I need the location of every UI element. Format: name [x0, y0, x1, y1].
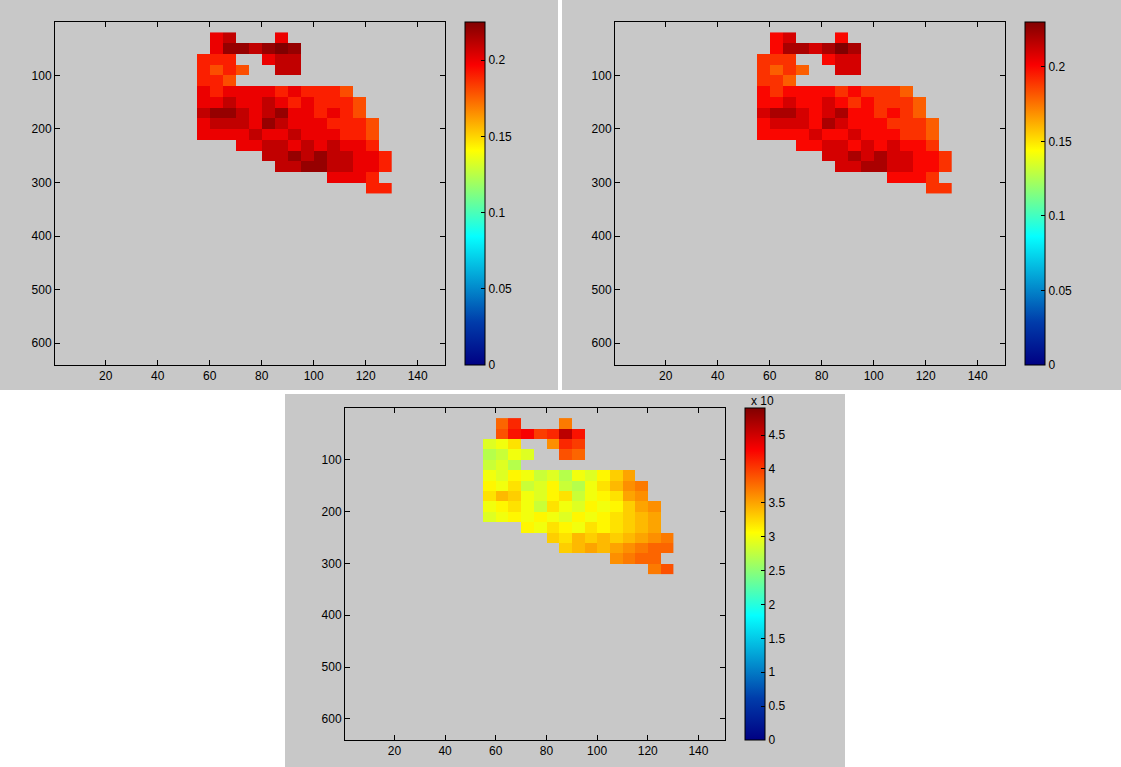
svg-text:4.5: 4.5 [768, 428, 785, 442]
svg-text:120: 120 [638, 744, 658, 758]
svg-text:400: 400 [592, 229, 612, 243]
svg-text:60: 60 [489, 744, 503, 758]
svg-text:100: 100 [32, 69, 52, 83]
svg-text:100: 100 [304, 369, 324, 383]
svg-text:x 10: x 10 [751, 394, 774, 408]
svg-text:140: 140 [408, 369, 428, 383]
svg-text:80: 80 [540, 744, 554, 758]
svg-text:400: 400 [32, 229, 52, 243]
svg-text:2: 2 [768, 598, 775, 612]
svg-text:500: 500 [32, 283, 52, 297]
svg-text:500: 500 [322, 660, 342, 674]
svg-text:0.15: 0.15 [1048, 135, 1072, 149]
svg-text:40: 40 [438, 744, 452, 758]
svg-text:120: 120 [916, 369, 936, 383]
svg-text:2.5: 2.5 [768, 564, 785, 578]
svg-text:100: 100 [587, 744, 607, 758]
svg-text:4: 4 [768, 462, 775, 476]
svg-text:0.1: 0.1 [488, 206, 505, 220]
svg-text:140: 140 [688, 744, 708, 758]
svg-text:20: 20 [659, 369, 673, 383]
svg-text:600: 600 [592, 336, 612, 350]
svg-text:200: 200 [322, 505, 342, 519]
svg-text:20: 20 [388, 744, 402, 758]
svg-text:40: 40 [711, 369, 725, 383]
svg-text:60: 60 [203, 369, 217, 383]
svg-text:0: 0 [1048, 358, 1055, 372]
svg-text:0: 0 [488, 358, 495, 372]
svg-text:0.05: 0.05 [488, 282, 512, 296]
svg-text:1.5: 1.5 [768, 632, 785, 646]
svg-text:0.05: 0.05 [1048, 284, 1072, 298]
svg-text:500: 500 [592, 283, 612, 297]
svg-text:80: 80 [255, 369, 269, 383]
svg-text:0.5: 0.5 [768, 699, 785, 713]
svg-text:600: 600 [32, 336, 52, 350]
svg-text:600: 600 [322, 712, 342, 726]
svg-text:140: 140 [968, 369, 988, 383]
svg-text:300: 300 [322, 557, 342, 571]
svg-text:400: 400 [322, 608, 342, 622]
svg-text:0.1: 0.1 [1048, 209, 1065, 223]
svg-text:300: 300 [592, 176, 612, 190]
svg-text:300: 300 [32, 176, 52, 190]
svg-text:20: 20 [99, 369, 113, 383]
svg-text:0.2: 0.2 [1048, 60, 1065, 74]
svg-text:60: 60 [763, 369, 777, 383]
svg-text:40: 40 [151, 369, 165, 383]
svg-text:120: 120 [356, 369, 376, 383]
svg-text:100: 100 [592, 69, 612, 83]
svg-text:3: 3 [768, 530, 775, 544]
svg-text:1: 1 [768, 665, 775, 679]
svg-text:0.15: 0.15 [488, 130, 512, 144]
svg-text:80: 80 [815, 369, 829, 383]
svg-text:100: 100 [322, 453, 342, 467]
svg-text:100: 100 [864, 369, 884, 383]
svg-text:200: 200 [32, 122, 52, 136]
svg-text:3.5: 3.5 [768, 496, 785, 510]
svg-text:0: 0 [768, 733, 775, 747]
svg-text:0.2: 0.2 [488, 53, 505, 67]
svg-text:200: 200 [592, 122, 612, 136]
